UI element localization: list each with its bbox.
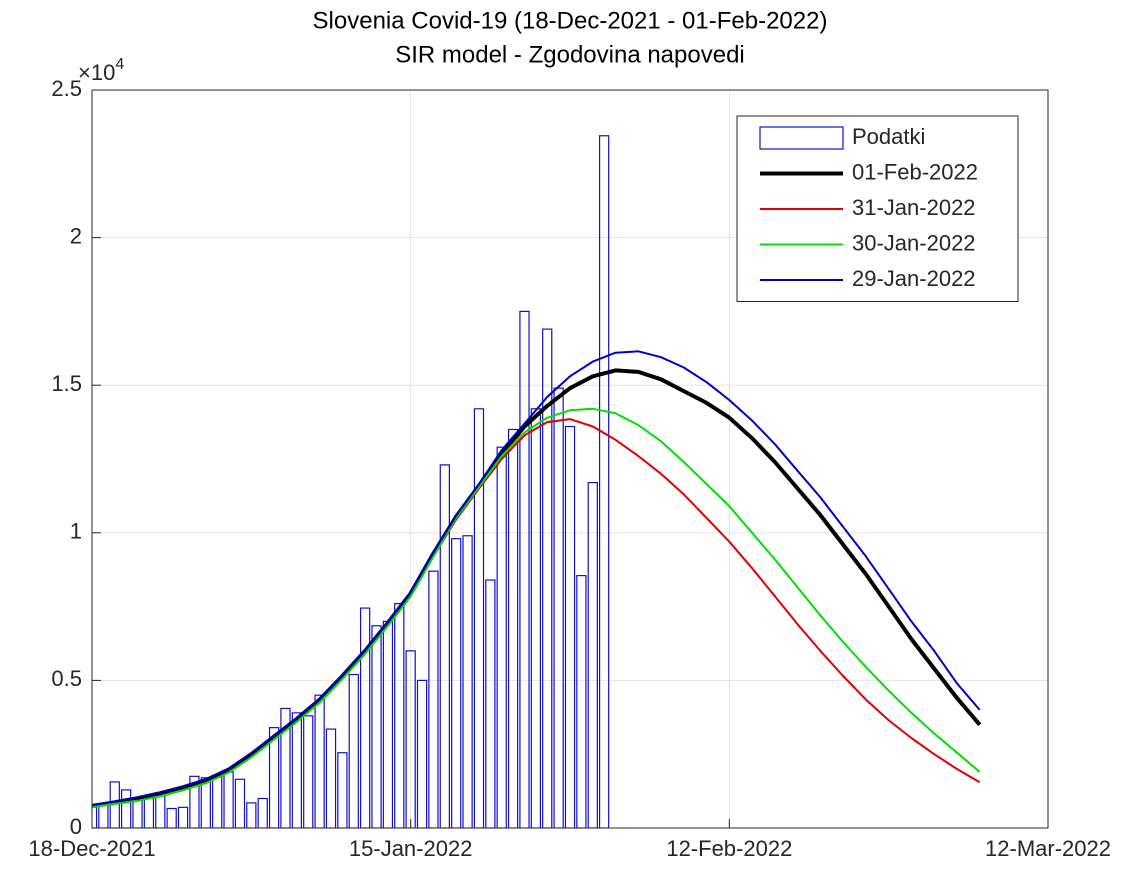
legend-label: 31-Jan-2022 <box>852 195 976 220</box>
bar <box>177 806 189 828</box>
x-tick-label: 18-Dec-2021 <box>28 836 155 861</box>
bar <box>519 310 530 828</box>
bar <box>553 387 564 828</box>
line <box>92 407 981 809</box>
bar <box>405 650 416 828</box>
y-tick-label: 2 <box>70 223 82 248</box>
bar <box>246 802 257 828</box>
bar <box>325 728 337 828</box>
bar <box>587 482 598 828</box>
bar <box>451 538 462 828</box>
x-tick-label: 12-Feb-2022 <box>666 836 792 861</box>
bar <box>337 752 348 828</box>
y-tick-label: 1 <box>70 519 82 544</box>
bar <box>428 570 439 828</box>
bar <box>462 535 473 828</box>
bar <box>200 777 211 828</box>
legend-label: 29-Jan-2022 <box>852 266 976 291</box>
line <box>92 368 982 808</box>
bar <box>155 794 166 828</box>
y-tick-label: 1.5 <box>51 371 82 396</box>
x-tick-label: 12-Mar-2022 <box>985 836 1111 861</box>
axes-box <box>91 89 1049 829</box>
x-tick-label: 15-Jan-2022 <box>349 836 473 861</box>
bar <box>257 797 268 828</box>
chart-title: Slovenia Covid-19 (18-Dec-2021 - 01-Feb-… <box>313 7 828 34</box>
bar <box>564 425 576 828</box>
bar <box>359 607 371 828</box>
bar <box>530 408 542 828</box>
y-exponent-power: 4 <box>115 56 124 73</box>
bar <box>507 428 519 828</box>
bar <box>382 620 394 828</box>
bar <box>394 603 405 828</box>
y-exponent-base: ×10 <box>78 60 115 85</box>
bar <box>189 775 200 828</box>
bar <box>598 135 610 828</box>
y-exponent: ×104 <box>78 56 124 85</box>
chart-subtitle: SIR model - Zgodovina napovedi <box>395 41 745 68</box>
bar <box>120 789 132 828</box>
bar <box>473 408 485 828</box>
bar <box>223 771 234 828</box>
bar <box>98 803 109 828</box>
legend-swatch <box>759 126 844 150</box>
bar <box>212 775 223 828</box>
line <box>92 350 981 806</box>
bar <box>166 807 177 828</box>
bar <box>92 806 98 828</box>
bar <box>303 715 314 828</box>
line <box>92 418 981 809</box>
y-tick-label: 0.5 <box>51 666 82 691</box>
bar <box>542 328 553 828</box>
legend-label: 01-Feb-2022 <box>852 159 978 184</box>
bar <box>371 625 382 828</box>
bar <box>143 797 155 828</box>
legend-label: Podatki <box>852 124 925 149</box>
bar <box>132 797 143 828</box>
legend-label: 30-Jan-2022 <box>852 230 976 255</box>
bar <box>439 464 450 828</box>
bar <box>416 679 428 828</box>
bar <box>576 575 587 828</box>
bar <box>268 727 280 828</box>
bar <box>348 673 359 828</box>
bar <box>291 712 303 828</box>
bar <box>234 778 246 828</box>
bar <box>314 694 325 828</box>
y-tick-label: 0 <box>70 814 82 839</box>
y-tick-label: 2.5 <box>51 76 82 101</box>
bar <box>496 446 507 828</box>
bar <box>485 579 496 828</box>
